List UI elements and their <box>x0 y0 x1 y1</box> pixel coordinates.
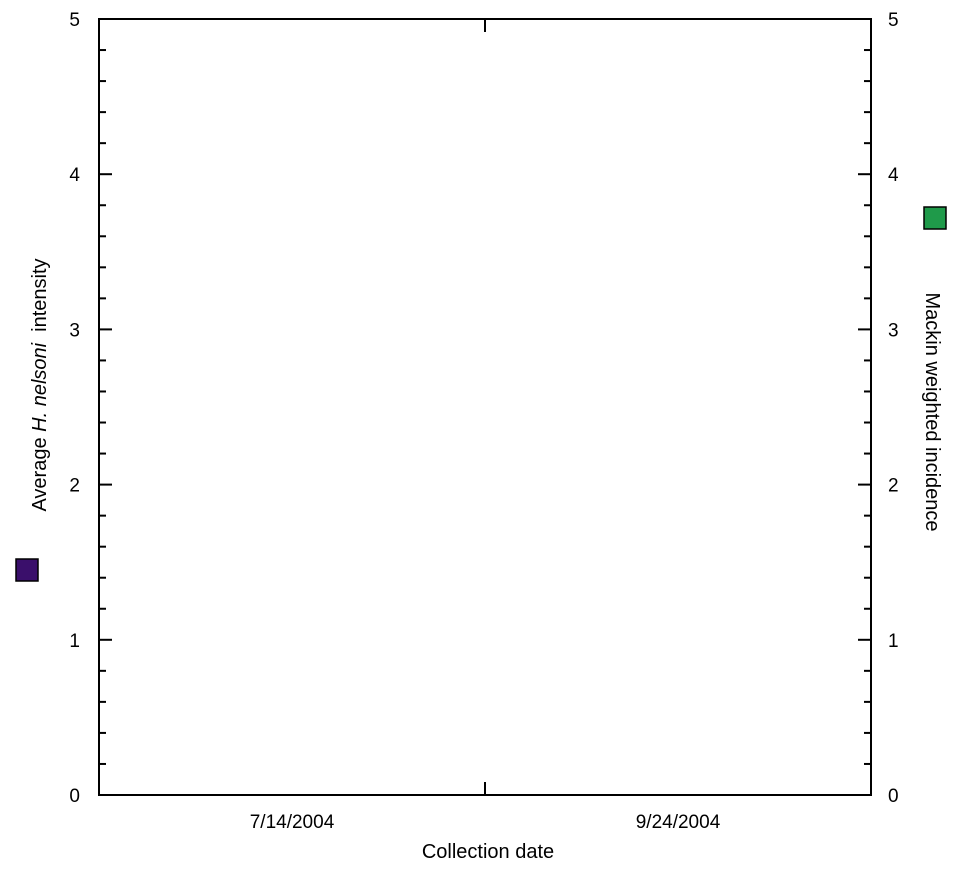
left-y-title-prefix: Average <box>29 432 51 512</box>
y-right-tick-label: 2 <box>888 476 899 497</box>
y-right-tick-label: 3 <box>888 320 899 341</box>
left-y-title-italic: H. nelsoni <box>29 342 51 431</box>
y-right-tick-label: 0 <box>888 786 899 807</box>
left-series-legend-marker <box>15 558 39 582</box>
plot-frame <box>98 18 872 796</box>
svg-text:Mackin weighted incidence: Mackin weighted incidence <box>921 292 943 531</box>
y-left-tick-label: 4 <box>69 165 80 186</box>
x-tick-label: 9/24/2004 <box>636 812 721 833</box>
svg-text:Average H. nelsoni intensity: Average H. nelsoni intensity <box>29 258 51 511</box>
y-left-tick-label: 1 <box>69 631 80 652</box>
y-left-tick-label: 3 <box>69 320 80 341</box>
left-y-axis-title: Average H. nelsoni intensity <box>29 258 51 511</box>
y-right-tick-label: 4 <box>888 165 899 186</box>
y-right-tick-label: 1 <box>888 631 899 652</box>
right-series-legend-marker <box>923 206 947 230</box>
x-tick-label: 7/14/2004 <box>250 812 335 833</box>
tick-labels: 0 1 2 3 4 5 0 1 2 3 4 5 7/14/2004 9/24/2004 <box>69 10 899 833</box>
y-left-tick-label: 5 <box>69 10 80 31</box>
y-left-tick-label: 0 <box>69 786 80 807</box>
left-y-title-suffix: intensity <box>29 258 51 342</box>
y-left-tick-label: 2 <box>69 476 80 497</box>
y-right-tick-label: 5 <box>888 10 899 31</box>
x-axis-title: Collection date <box>422 841 554 863</box>
right-y-axis-title: Mackin weighted incidence <box>921 292 943 531</box>
axis-ticks <box>99 18 871 796</box>
